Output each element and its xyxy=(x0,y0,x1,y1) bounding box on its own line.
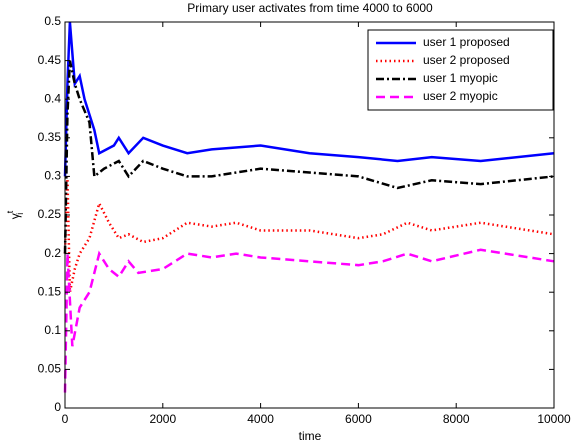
x-tick-label: 0 xyxy=(62,412,69,426)
legend-label: user 1 proposed xyxy=(423,35,510,49)
data-line xyxy=(63,21,555,177)
y-tick-label: 0.4 xyxy=(44,91,61,105)
x-tick-label: 8000 xyxy=(443,412,470,426)
y-tick-label: 0.45 xyxy=(38,53,62,67)
y-tick-label: 0.35 xyxy=(38,130,62,144)
y-label-sup: t xyxy=(5,210,15,213)
y-axis-label: γti xyxy=(5,210,25,219)
data-line xyxy=(63,248,555,393)
x-axis-label: time xyxy=(299,429,322,443)
y-tick-label: 0.15 xyxy=(38,284,62,298)
y-tick-label: 0.5 xyxy=(44,14,61,28)
y-tick-label: 0.25 xyxy=(38,207,62,221)
x-tick-label: 10000 xyxy=(537,412,571,426)
legend-label: user 2 myopic xyxy=(423,89,498,103)
legend-label: user 1 myopic xyxy=(423,71,498,85)
data-line xyxy=(63,176,555,293)
y-tick-label: 0 xyxy=(54,400,61,414)
y-label-sub: i xyxy=(15,213,25,215)
y-tick-label: 0.1 xyxy=(44,323,61,337)
legend-label: user 2 proposed xyxy=(423,53,510,67)
x-tick-label: 2000 xyxy=(149,412,176,426)
x-tick-label: 4000 xyxy=(247,412,274,426)
data-line xyxy=(63,60,555,254)
x-tick-label: 6000 xyxy=(345,412,372,426)
y-label-base: γ xyxy=(8,213,22,219)
y-tick-label: 0.05 xyxy=(38,362,62,376)
y-tick-label: 0.3 xyxy=(44,169,61,183)
chart-title: Primary user activates from time 4000 to… xyxy=(187,1,433,15)
y-tick-label: 0.2 xyxy=(44,246,61,260)
